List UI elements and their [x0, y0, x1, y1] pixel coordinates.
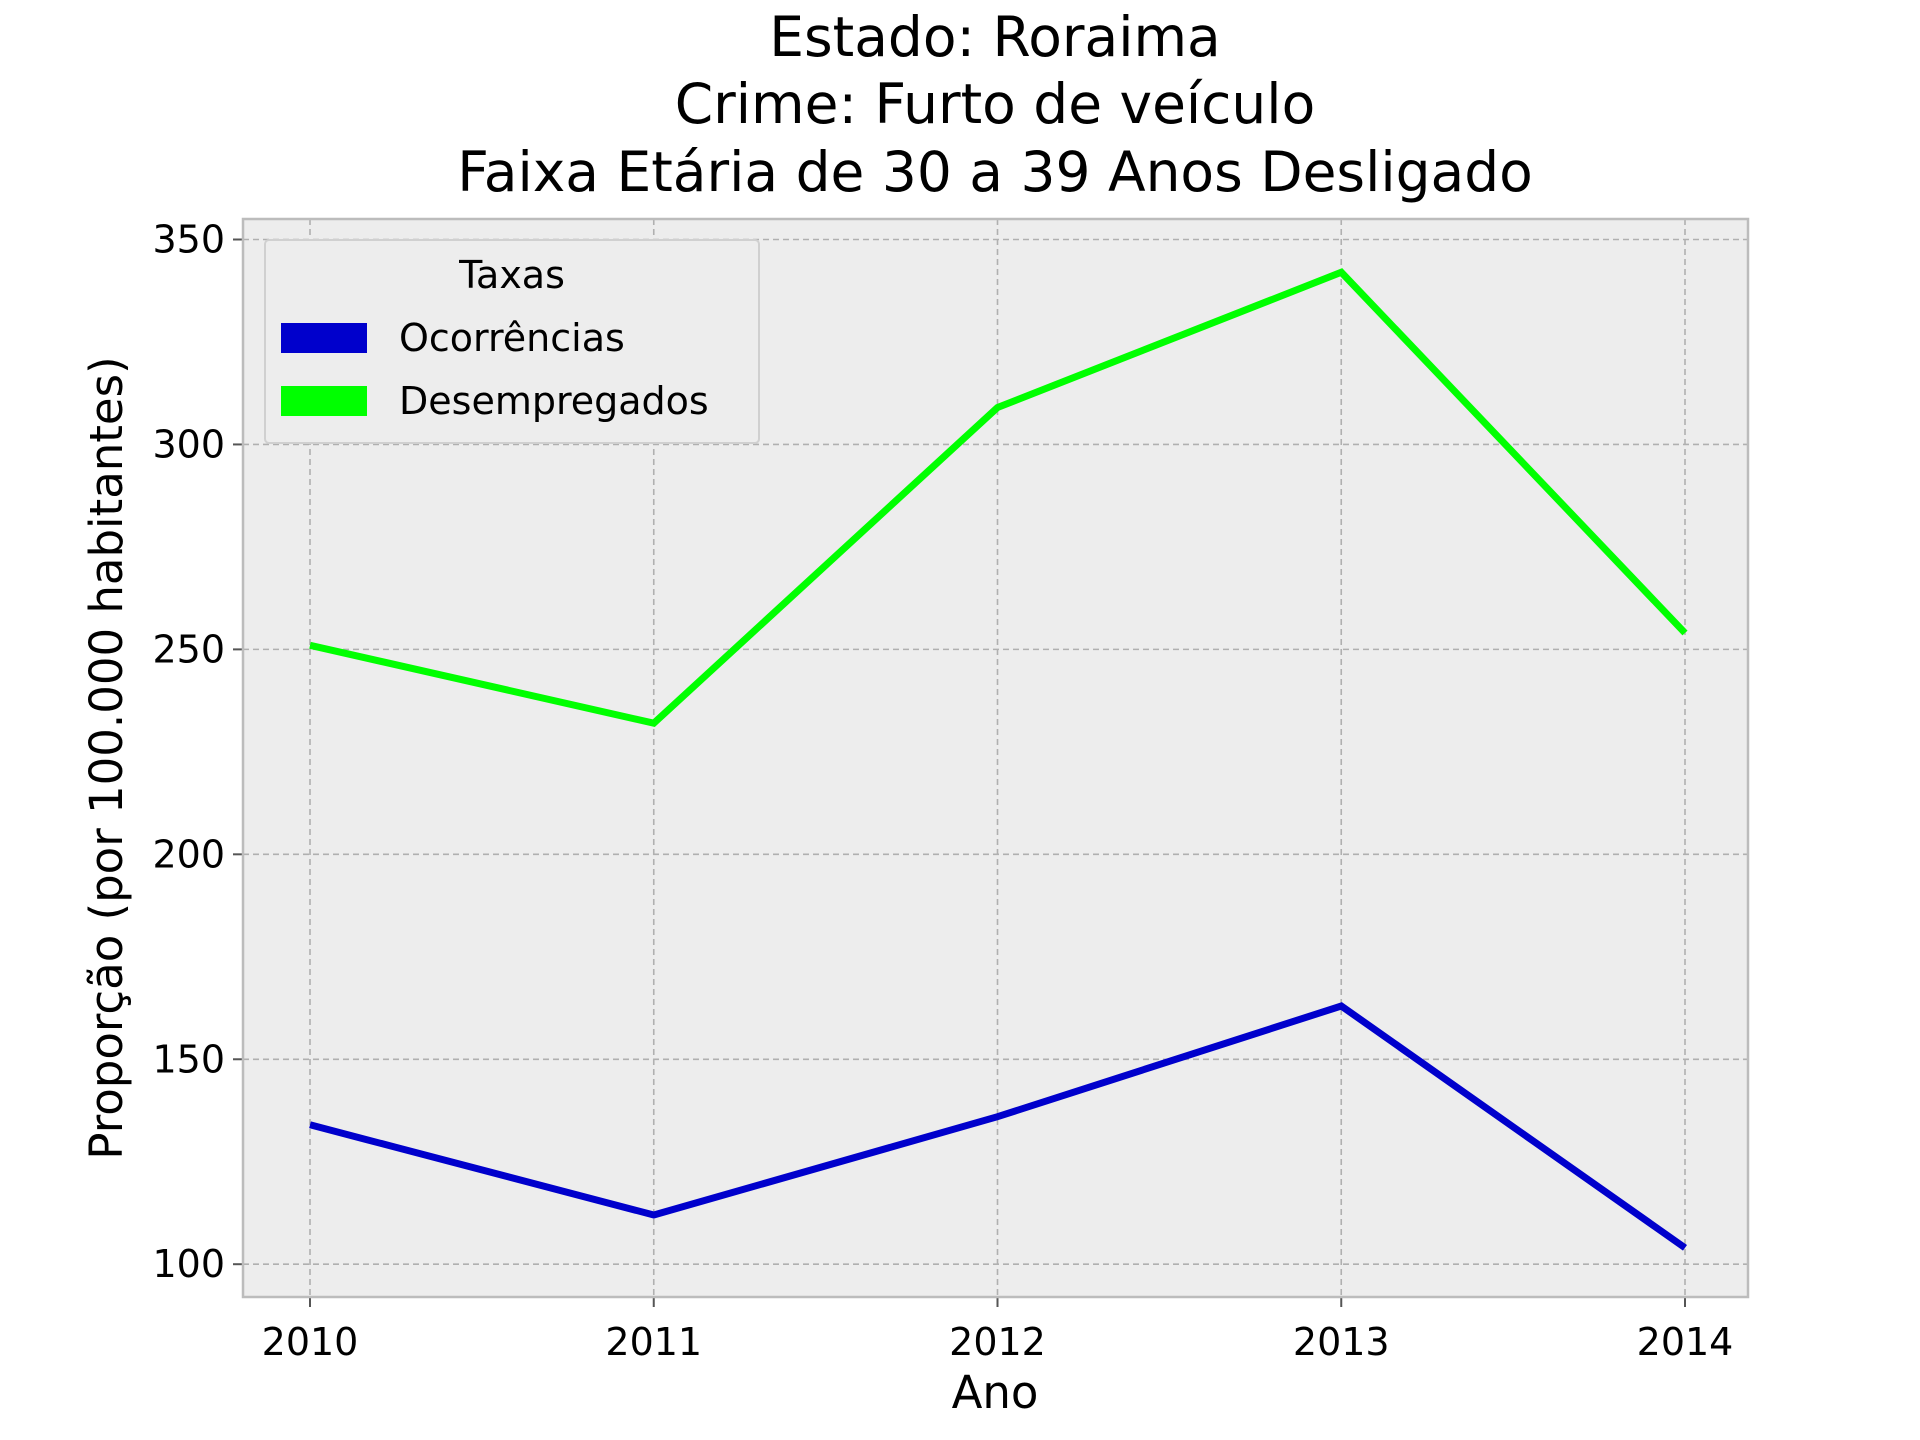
- chart-title-line-3: Faixa Etária de 30 a 39 Anos Desligado: [457, 140, 1533, 204]
- y-tick-label: 150: [152, 1037, 225, 1081]
- axis-ticks: [233, 238, 1686, 1307]
- y-tick-labels: 100 150 200 250 300 350: [152, 217, 225, 1286]
- y-tick-label: 250: [152, 627, 225, 671]
- series-line-ocorrencias: [309, 1002, 1688, 1251]
- x-tick-label: 2013: [1293, 1320, 1390, 1364]
- chart-title-line-2: Crime: Furto de veículo: [675, 72, 1315, 136]
- x-tick-label: 2014: [1637, 1320, 1734, 1364]
- legend-label-desempregados: Desempregados: [399, 379, 709, 423]
- plot-frame: [241, 217, 1750, 1299]
- x-axis-label: Ano: [952, 1366, 1039, 1419]
- y-tick-label: 100: [152, 1242, 225, 1286]
- legend-swatch-desempregados: [281, 386, 367, 416]
- legend-box: [264, 239, 760, 444]
- y-tick-label: 350: [152, 217, 225, 261]
- y-tick-label: 200: [152, 832, 225, 876]
- y-tick-label: 300: [152, 422, 225, 466]
- x-tick-label: 2012: [949, 1320, 1046, 1364]
- x-tick-label: 2010: [262, 1320, 359, 1364]
- legend-title: Taxas: [458, 253, 565, 297]
- legend-label-ocorrencias: Ocorrências: [399, 316, 625, 360]
- legend: Taxas Ocorrências Desempregados: [264, 239, 760, 444]
- legend-swatch-ocorrencias: [281, 323, 367, 353]
- series-line-desempregados: [309, 268, 1688, 728]
- series-lines: [309, 268, 1688, 1251]
- chart-title-line-1: Estado: Roraima: [769, 5, 1221, 69]
- x-tick-label: 2011: [605, 1320, 702, 1364]
- y-axis-label: Proporção (por 100.000 habitantes): [80, 356, 133, 1159]
- x-tick-labels: 2010 2011 2012 2013 2014: [262, 1320, 1734, 1364]
